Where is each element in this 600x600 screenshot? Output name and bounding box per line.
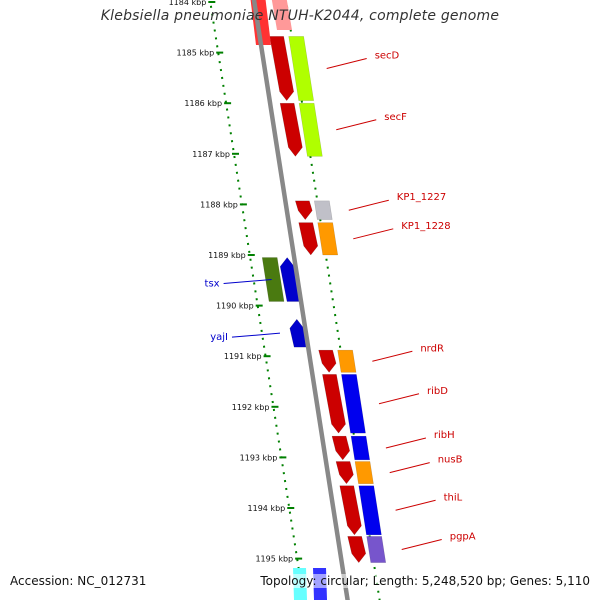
gene-label-ribD: ribD	[427, 386, 448, 397]
topology-text: Topology: circular; Length: 5,248,520 bp…	[260, 574, 590, 588]
cog-secF	[298, 102, 323, 157]
gene-nusB	[335, 461, 354, 485]
gene-tsx	[279, 257, 302, 302]
label-leader-ribH	[385, 437, 427, 449]
label-leader-thiL	[395, 499, 436, 511]
label-leader-nusB	[389, 462, 430, 474]
cog-nusB	[354, 461, 374, 484]
gene-label-KP1_1228: KP1_1228	[401, 221, 450, 232]
cog-nrdR	[337, 349, 357, 373]
label-layer: secD secF KP1_1227 KP1_1228 nrdR ribD ribH nusB…	[205, 51, 476, 550]
gene-label-secD: secD	[375, 51, 400, 62]
scale-label: 1194 kbp	[248, 504, 286, 513]
label-leader-secD	[326, 58, 367, 70]
scale-label: 1186 kbp	[184, 99, 222, 108]
label-leader-KP1_1227	[348, 199, 389, 211]
gene-label-thiL: thiL	[444, 492, 463, 503]
gene-label-KP1_1227: KP1_1227	[397, 192, 446, 203]
cog-partial-top	[271, 0, 292, 30]
gene-yajI	[289, 318, 309, 348]
label-leader-tsx	[223, 279, 272, 285]
scale-label: 1185 kbp	[177, 49, 215, 58]
label-leader-ribD	[378, 393, 420, 405]
gene-secF	[279, 102, 303, 157]
cog-pgpA	[366, 536, 387, 563]
gene-KP1_1228	[298, 222, 319, 256]
gene-label-pgpA: pgpA	[450, 531, 476, 542]
cog-ribH	[350, 435, 371, 461]
scale-label: 1190 kbp	[216, 302, 254, 311]
scale-label: 1188 kbp	[200, 200, 238, 209]
accession-text: Accession: NC_012731	[10, 574, 147, 588]
scale-label: 1187 kbp	[192, 150, 230, 159]
cog-layer	[261, 0, 387, 563]
scale-label: 1195 kbp	[255, 555, 293, 564]
label-leader-yajI	[231, 332, 281, 338]
label-leader-KP1_1228	[353, 228, 394, 240]
gene-label-nusB: nusB	[438, 455, 463, 466]
gene-KP1_1227	[294, 200, 313, 220]
label-leader-nrdR	[372, 350, 413, 362]
gene-ribH	[331, 435, 351, 461]
label-leader-secF	[336, 119, 377, 131]
gene-nrdR	[318, 349, 337, 373]
scale-label: 1193 kbp	[240, 453, 278, 462]
gene-ribD	[322, 374, 346, 434]
genome-title: Klebsiella pneumoniae NTUH-K2044, comple…	[100, 8, 500, 24]
backbone-line	[251, 0, 350, 600]
gene-label-ribH: ribH	[434, 430, 455, 441]
scale-label: 1184 kbp	[169, 0, 207, 7]
cog-tsx	[261, 257, 285, 302]
gene-label-nrdR: nrdR	[420, 343, 444, 354]
gene-label-tsx: tsx	[205, 279, 220, 290]
gene-label-yajI: yajI	[210, 332, 228, 343]
scale-label: 1192 kbp	[232, 403, 270, 412]
scale-label: 1189 kbp	[208, 251, 246, 260]
cog-secD	[288, 36, 314, 101]
cog-ribD	[341, 374, 366, 434]
scale-label: 1191 kbp	[224, 352, 262, 361]
gene-thiL	[339, 485, 362, 536]
cog-thiL	[358, 485, 382, 536]
gene-secD	[269, 36, 294, 102]
scale-line	[208, 0, 305, 600]
gene-pgpA	[347, 536, 367, 564]
gene-label-secF: secF	[384, 112, 407, 123]
backbone-layer	[251, 0, 350, 600]
cog-KP1_1227	[314, 200, 333, 220]
cog-KP1_1228	[317, 222, 339, 256]
label-leader-pgpA	[401, 539, 442, 550]
